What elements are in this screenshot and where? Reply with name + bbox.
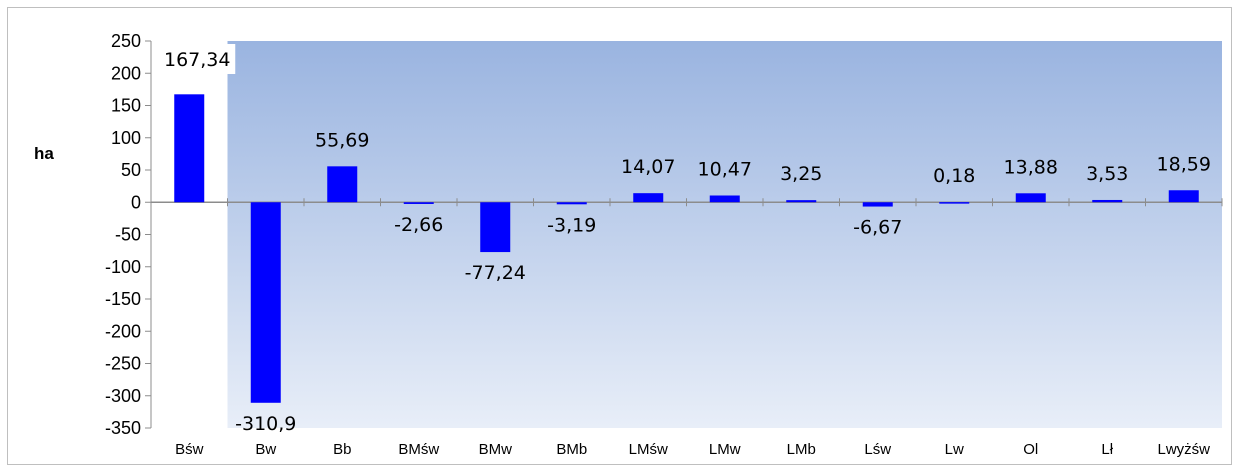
bar-LMw [709,195,740,203]
bar-Lśw [862,202,893,207]
category-label: Bb [333,441,351,458]
category-label: BMw [479,441,513,458]
bar-Ol [1015,193,1046,203]
y-tick-label: -150 [105,289,141,309]
category-label: Lwyżśw [1157,441,1210,458]
y-tick-label: 0 [131,192,141,212]
bar-Lw [939,202,970,204]
data-label-Ol: 13,88 [1004,156,1058,178]
category-label: Bw [255,441,276,458]
bar-BMb [556,202,587,205]
chart-frame: ha 250 200 150 100 50 0 -50 -100 -150 -200 -250 -30… [7,7,1232,465]
bar-BMśw [403,202,434,204]
y-tick-label: -50 [115,225,141,245]
data-labels: 167,34 -310,9 55,69 -2,66 -77,24 -3,19 14,07 10… [159,44,1211,435]
data-label-Lł: 3,53 [1086,163,1128,185]
y-tick-label: -300 [105,386,141,406]
bar-Lł [1092,199,1123,203]
y-tick-label: 250 [111,31,141,51]
y-tick-label: -250 [105,354,141,374]
category-label: Ol [1023,441,1038,458]
data-label-LMw: 10,47 [698,158,752,180]
y-tick-label: -200 [105,321,141,341]
category-label: LMw [709,441,741,458]
y-tick-label: -100 [105,257,141,277]
y-tick-label: 200 [111,63,141,83]
bar-Bb [327,166,358,203]
bar-LMśw [633,193,664,203]
data-label-box [159,44,236,74]
y-tick-label: -350 [105,418,141,438]
bar-series [174,94,1199,403]
bar-Bśw [174,94,205,203]
y-tick-label: 100 [111,128,141,148]
category-label: Lł [1101,441,1113,458]
data-label-BMśw: -2,66 [394,214,443,236]
y-axis: 250 200 150 100 50 0 -50 -100 -150 -200 -250 -300 -3… [105,31,152,438]
data-label-Lśw: -6,67 [853,217,902,239]
category-label: LMśw [629,441,668,458]
bar-Lwyżśw [1168,190,1199,203]
category-label: BMb [556,441,587,458]
data-label-BMb: -3,19 [547,214,596,236]
data-label-Lw: 0,18 [933,165,975,187]
y-axis-label: ha [34,144,54,163]
category-label: LMb [787,441,816,458]
category-labels: Bśw Bw Bb BMśw BMw BMb LMśw LMw LMb Lśw Lw Ol Lł Lwyż… [175,441,1210,458]
data-label-Lwyżśw: 18,59 [1157,153,1211,175]
data-label-BMw: -77,24 [465,262,526,284]
category-label: BMśw [398,441,439,458]
y-tick-label: 50 [121,160,141,180]
data-label-Bśw: 167,34 [164,49,230,71]
category-label: Lśw [864,441,891,458]
data-label-LMśw: 14,07 [621,156,675,178]
category-label: Bśw [175,441,204,458]
category-label: Lw [945,441,964,458]
bar-chart: ha 250 200 150 100 50 0 -50 -100 -150 -200 -250 -30… [34,31,1223,458]
bar-LMb [786,200,817,203]
bar-BMw [480,202,511,253]
plot-area [227,41,1222,428]
y-tick-label: 150 [111,96,141,116]
data-label-Bb: 55,69 [315,129,369,151]
data-label-Bw: -310,9 [235,413,296,435]
bar-Bw [250,202,281,403]
data-label-LMb: 3,25 [780,163,822,185]
